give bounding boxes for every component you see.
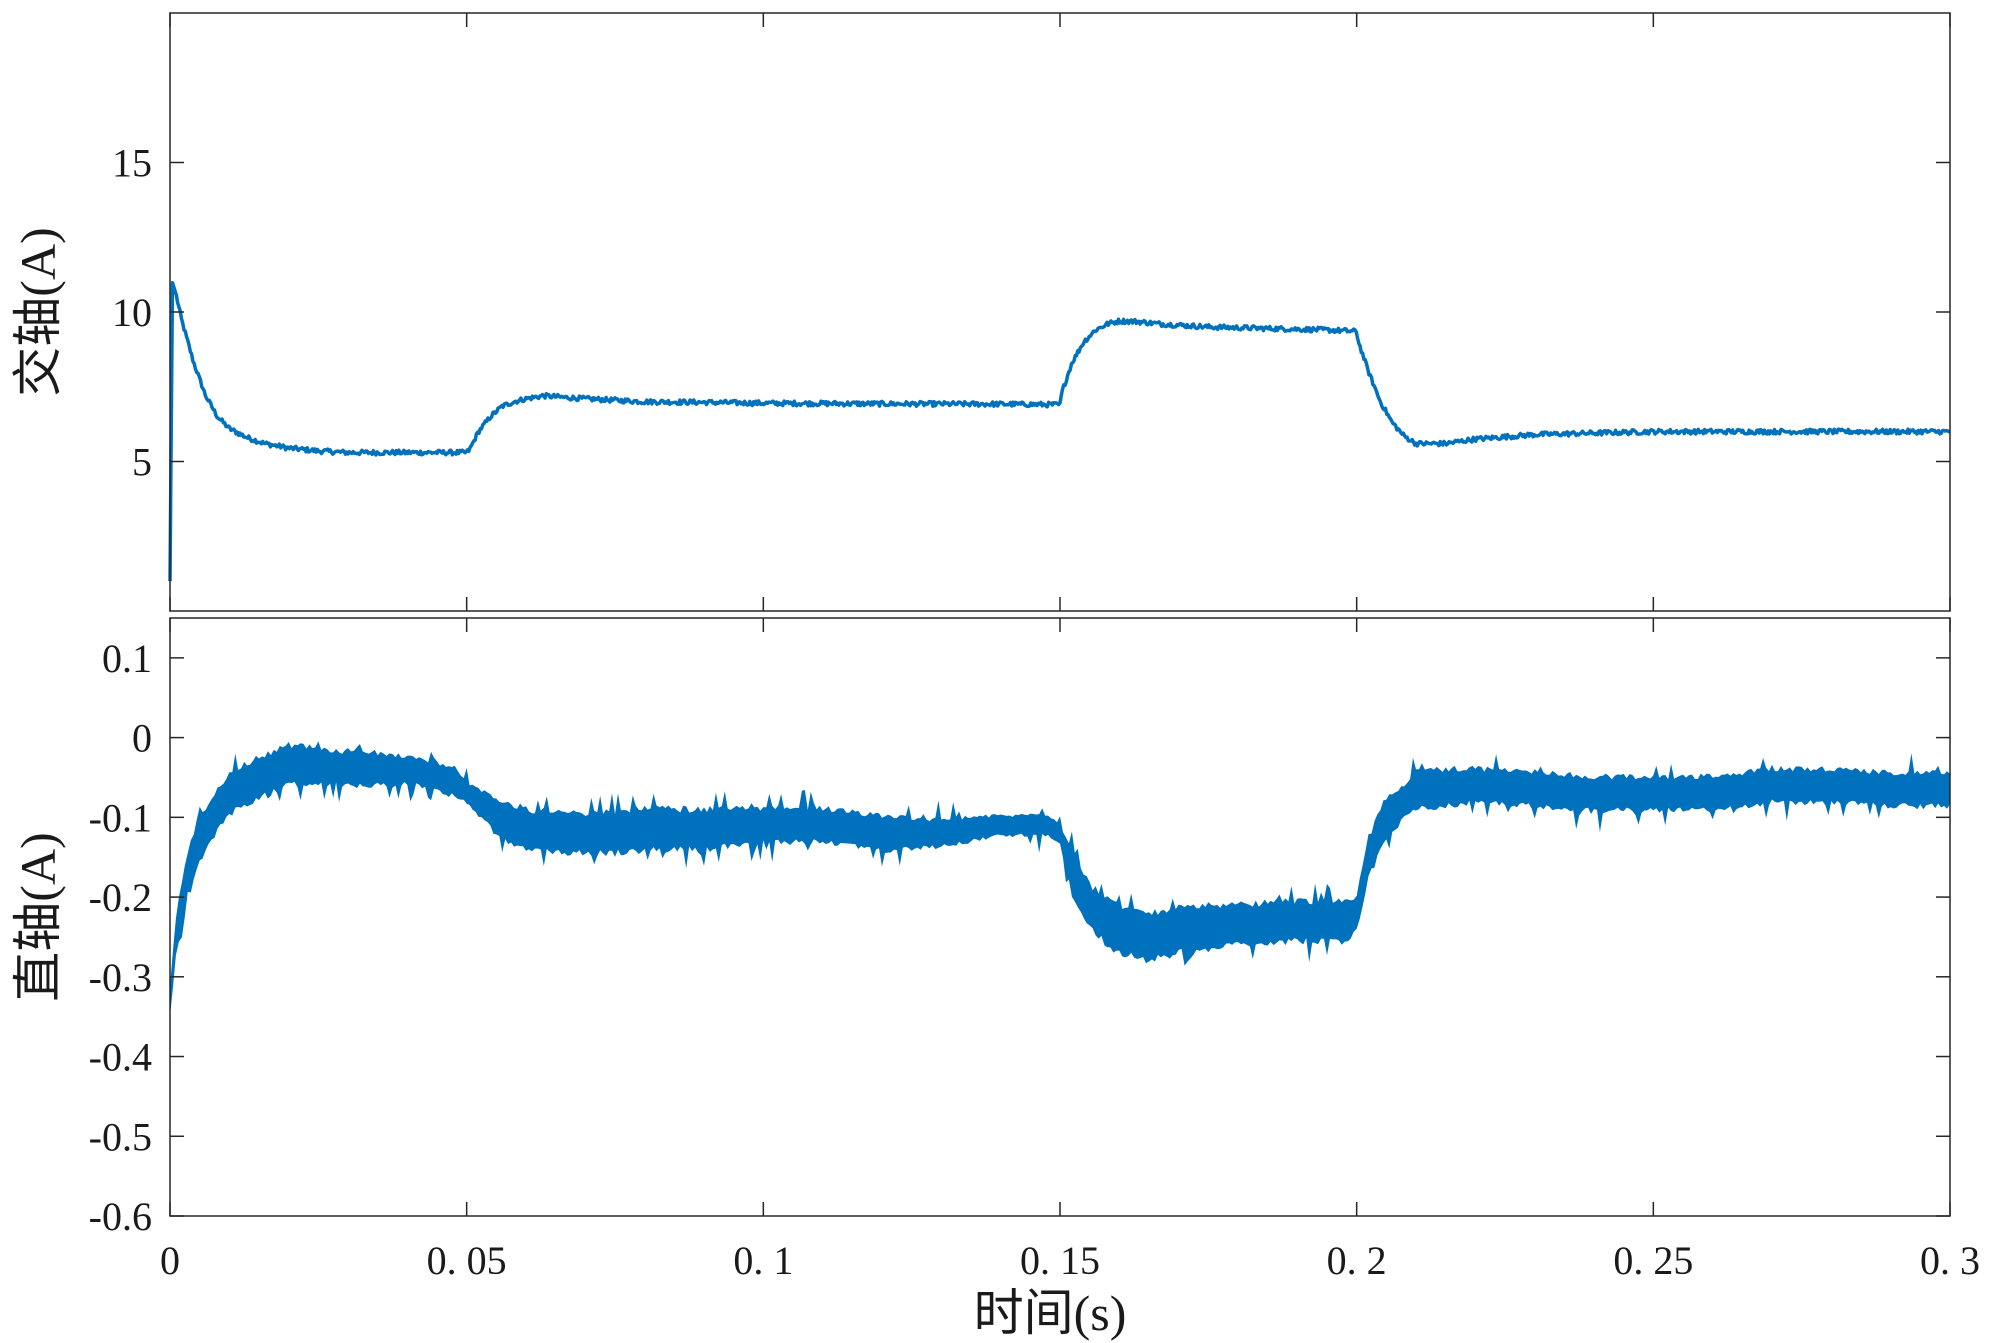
y-tick-label: 5 <box>132 440 152 485</box>
y-tick-label: 10 <box>112 290 152 335</box>
x-tick-label: 0. 2 <box>1327 1238 1387 1283</box>
q-axis-current-panel: 5 10 15 交轴(A) <box>10 12 1951 612</box>
y-tick-label: 0.1 <box>102 636 152 681</box>
y-tick-label: -0.3 <box>89 955 152 1000</box>
plot-frame <box>169 617 1951 1217</box>
y-tick-label: -0.6 <box>89 1194 152 1239</box>
y-tick-label: 15 <box>112 141 152 186</box>
y-axis-label: 交轴(A) <box>10 227 66 396</box>
q-axis-current-trace <box>168 280 1951 582</box>
x-tick-label: 0. 1 <box>733 1238 793 1283</box>
y-tick-label: -0.1 <box>89 795 152 840</box>
x-tick-label: 0. 05 <box>427 1238 507 1283</box>
y-tick-label: -0.5 <box>89 1114 152 1159</box>
x-tick-label: 0. 3 <box>1920 1238 1980 1283</box>
d-axis-current-trace <box>170 741 1950 1016</box>
x-axis-label: 时间(s) <box>974 1285 1127 1341</box>
plot-frame <box>169 12 1951 612</box>
x-tick-label: 0 <box>160 1238 180 1283</box>
x-tick-label: 0. 15 <box>1020 1238 1100 1283</box>
y-tick-label: -0.2 <box>89 875 152 920</box>
y-tick-label: -0.4 <box>89 1035 152 1080</box>
y-tick-label: 0 <box>132 716 152 761</box>
d-axis-current-panel: 0.10-0.1-0.2-0.3-0.4-0.5-0.60 0. 05 0. 1 0.… <box>10 617 1980 1341</box>
y-axis-label: 直轴(A) <box>10 832 66 1001</box>
x-tick-label: 0. 25 <box>1613 1238 1693 1283</box>
